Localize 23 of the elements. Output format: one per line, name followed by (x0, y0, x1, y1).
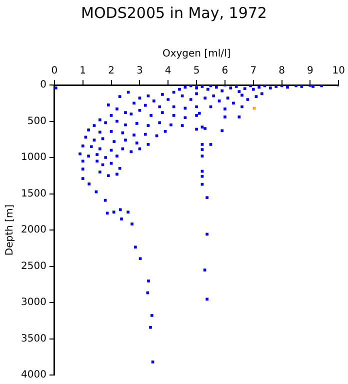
y-tick-label: 3500 (20, 333, 46, 344)
x-tick-label: 0 (51, 66, 58, 77)
y-tick-label: 2500 (20, 260, 46, 272)
x-tick-label: 2 (108, 66, 114, 77)
x-tick-label: 6 (222, 66, 228, 77)
chart-title: MODS2005 in May, 1972 (80, 3, 268, 24)
x-tick-label: 8 (278, 66, 285, 77)
y-tick-label: 3000 (20, 297, 46, 308)
y-tick-label: 2000 (20, 224, 46, 236)
y-tick-label: 1000 (20, 152, 46, 164)
y-tick-label: 500 (27, 116, 46, 127)
x-tick-label: 3 (136, 66, 143, 77)
x-tick-label: 4 (164, 66, 172, 77)
x-tick-label: 1 (80, 66, 86, 77)
y-axis-title: Depth [m] (4, 204, 16, 256)
x-tick-label: 9 (307, 66, 314, 77)
y-tick-label: 0 (40, 80, 46, 91)
x-axis-title: Oxygen [ml/l] (162, 48, 231, 60)
x-tick-label: 5 (193, 66, 200, 77)
x-tick-label: 10 (332, 66, 346, 77)
y-tick-label: 1500 (20, 188, 46, 200)
x-tick-label: 7 (250, 66, 257, 77)
y-tick-label: 4000 (20, 370, 46, 381)
